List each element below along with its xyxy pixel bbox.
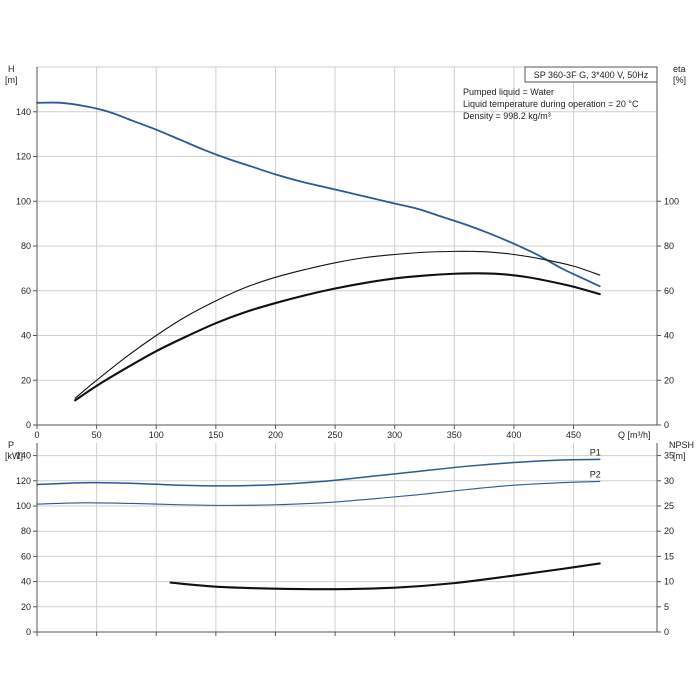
y-left-axis-label: P (8, 440, 14, 450)
series-line-2 (74, 250, 601, 399)
y-left-axis-unit: [m] (5, 75, 18, 85)
chart-note-1: Pumped liquid = Water (463, 87, 554, 97)
y-right-axis-label: NPSH (669, 440, 694, 450)
y-right-tick-label: 40 (664, 331, 674, 341)
y-left-tick-label: 120 (16, 476, 31, 486)
head-efficiency-panel: 0 20 40 60 80 100 120 140 0 20 40 60 80 100 0 50 100 150 2… (5, 64, 686, 440)
series-line-1 (36, 101, 601, 288)
series-line-p1 (36, 458, 601, 487)
power-npsh-panel: 0 20 40 60 80 100 120 140 0 5 10 15 20 25 30 35 P[kW] NPS… (5, 440, 694, 637)
y-left-tick-label: 120 (16, 152, 31, 162)
y-right-tick-label: 20 (664, 375, 674, 385)
y-right-tick-label: 60 (664, 286, 674, 296)
y-left-axis-label: H (8, 64, 15, 74)
y-left-tick-label: 0 (26, 420, 31, 430)
y-left-tick-label: 0 (26, 627, 31, 637)
y-right-tick-label: 20 (664, 526, 674, 536)
y-right-tick-label: 25 (664, 501, 674, 511)
y-right-tick-label: 0 (664, 627, 669, 637)
y-left-tick-label: 80 (21, 241, 31, 251)
y-left-tick-label: 20 (21, 602, 31, 612)
y-left-tick-label: 20 (21, 375, 31, 385)
series-label-p1: P1 (590, 447, 601, 457)
x-tick-label: 350 (447, 430, 462, 440)
y-right-tick-label: 30 (664, 476, 674, 486)
y-left-axis-unit: [kW] (5, 451, 23, 461)
series-line-3 (169, 562, 601, 591)
chart-title: SP 360-3F G, 3*400 V, 50Hz (534, 70, 649, 80)
x-tick-label: 250 (328, 430, 343, 440)
x-tick-label: 200 (268, 430, 283, 440)
y-right-tick-label: 100 (664, 196, 679, 206)
x-tick-label: 400 (506, 430, 521, 440)
y-right-tick-label: 10 (664, 577, 674, 587)
series-line-p2 (36, 480, 601, 506)
y-left-tick-label: 100 (16, 501, 31, 511)
x-tick-label: 300 (387, 430, 402, 440)
y-right-axis-label: eta (673, 64, 686, 74)
y-left-tick-label: 40 (21, 577, 31, 587)
y-right-tick-label: 0 (664, 420, 669, 430)
title-box (524, 66, 658, 83)
y-left-tick-label: 100 (16, 196, 31, 206)
y-right-axis-unit: [m] (673, 451, 686, 461)
y-right-tick-label: 35 (664, 451, 674, 461)
x-axis-label: Q [m³/h] (618, 430, 651, 440)
y-right-tick-label: 15 (664, 551, 674, 561)
series-line-3 (74, 272, 601, 402)
x-tick-label: 50 (92, 430, 102, 440)
y-right-tick-label: 80 (664, 241, 674, 251)
x-tick-label: 150 (208, 430, 223, 440)
y-left-tick-label: 140 (16, 107, 31, 117)
chart-note-2: Liquid temperature during operation = 20… (463, 99, 639, 109)
y-left-tick-label: 80 (21, 526, 31, 536)
x-tick-label: 0 (34, 430, 39, 440)
chart-note-3: Density = 998.2 kg/m³ (463, 111, 551, 121)
x-tick-label: 450 (566, 430, 581, 440)
y-right-axis-unit: [%] (673, 75, 686, 85)
y-left-tick-label: 140 (16, 451, 31, 461)
y-left-tick-label: 60 (21, 551, 31, 561)
x-tick-label: 100 (149, 430, 164, 440)
series-label-p2: P2 (590, 469, 601, 479)
y-left-tick-label: 40 (21, 331, 31, 341)
y-left-tick-label: 60 (21, 286, 31, 296)
y-right-tick-label: 5 (664, 602, 669, 612)
